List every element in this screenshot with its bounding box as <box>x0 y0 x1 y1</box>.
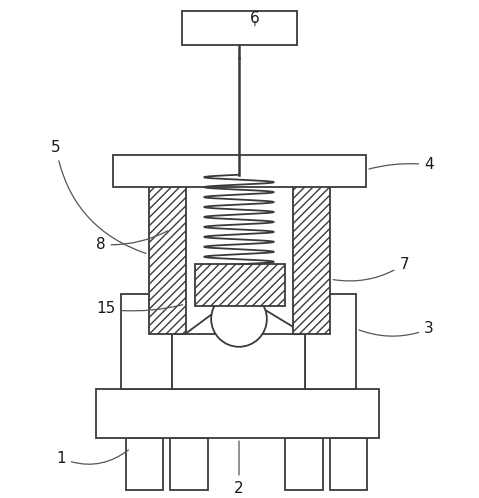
Bar <box>148 175 186 334</box>
Bar <box>96 388 379 438</box>
Text: 8: 8 <box>96 231 168 252</box>
Text: 15: 15 <box>96 301 182 317</box>
Text: 6: 6 <box>250 11 260 26</box>
Bar <box>285 438 322 490</box>
Text: 1: 1 <box>56 450 128 466</box>
Bar <box>182 10 297 45</box>
Bar <box>172 334 305 388</box>
Bar <box>171 438 208 490</box>
Text: 7: 7 <box>333 257 409 281</box>
Bar <box>195 264 285 306</box>
Text: 2: 2 <box>234 441 244 496</box>
Bar <box>305 294 356 388</box>
Bar <box>113 155 366 187</box>
Bar <box>121 294 172 388</box>
Text: 3: 3 <box>359 321 434 336</box>
Bar <box>330 438 367 490</box>
Bar <box>293 175 331 334</box>
Bar <box>125 438 163 490</box>
Circle shape <box>211 291 267 347</box>
Text: 4: 4 <box>369 157 434 172</box>
Text: 5: 5 <box>51 140 146 253</box>
